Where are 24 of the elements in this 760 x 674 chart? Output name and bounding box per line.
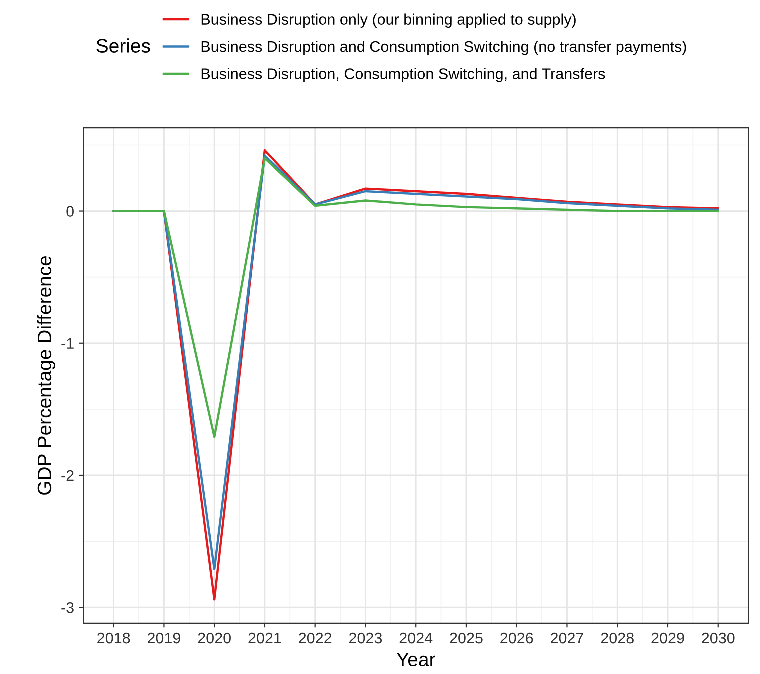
legend-title: Series <box>96 38 150 53</box>
x-tick-label: 2027 <box>551 632 584 644</box>
x-tick-label: 2026 <box>500 632 534 644</box>
y-tick-label: 0 <box>66 206 74 217</box>
x-tick-label: 2028 <box>601 632 634 644</box>
x-tick-label: 2019 <box>148 632 180 644</box>
legend-label: Business Disruption only (our binning applied to supply) <box>202 14 576 28</box>
x-axis-title: Year <box>396 652 436 667</box>
line-series <box>112 157 720 438</box>
y-axis-title: GDP Percentage Difference <box>37 256 56 495</box>
x-tick-label: 2030 <box>702 632 735 644</box>
y-tick-label: -1 <box>62 338 74 349</box>
y-tick-label: -3 <box>62 602 74 614</box>
x-tick-label: 2020 <box>198 632 231 644</box>
x-tick-label: 2029 <box>652 632 684 644</box>
y-tick-label: -2 <box>62 470 74 482</box>
x-tick-label: 2024 <box>400 632 433 644</box>
x-tick-label: 2018 <box>98 632 130 644</box>
x-tick-label: 2021 <box>248 632 282 644</box>
x-tick-label: 2022 <box>299 632 332 644</box>
legend-label: Business Disruption, Consumption Switching, and Transfers <box>202 68 606 82</box>
x-tick-label: 2023 <box>350 632 382 644</box>
legend-label: Business Disruption and Consumption Switching (no transfer payments) <box>202 40 686 56</box>
x-tick-label: 2025 <box>450 632 483 644</box>
